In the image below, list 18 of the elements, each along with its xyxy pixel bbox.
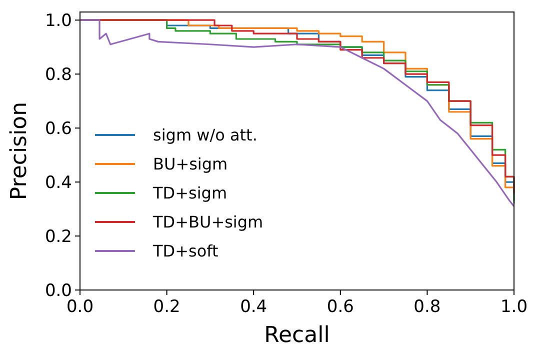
x-tick-label: 0.4 [240, 297, 268, 317]
y-tick-label: 0.8 [44, 65, 72, 86]
y-axis-title: Precision [7, 102, 32, 200]
legend-label: TD+BU+sigm [152, 212, 264, 232]
x-tick-label: 1.0 [500, 297, 528, 317]
x-tick-label: 0.6 [326, 297, 354, 317]
y-tick-label: 0.6 [44, 119, 72, 140]
y-tick-label: 0.2 [44, 226, 72, 247]
legend-label: TD+soft [152, 242, 218, 261]
x-tick-label: 0.2 [153, 297, 180, 317]
x-tick-label: 0.0 [66, 297, 94, 317]
legend-label: BU+sigm [153, 154, 228, 174]
y-tick-label: 1.0 [44, 11, 72, 32]
y-tick-label: 0.4 [44, 172, 72, 193]
legend-label: sigm w/o att. [153, 126, 258, 145]
x-axis-title: Recall [264, 323, 330, 348]
legend-label: TD+sigm [152, 184, 228, 203]
x-tick-label: 0.8 [414, 297, 441, 317]
